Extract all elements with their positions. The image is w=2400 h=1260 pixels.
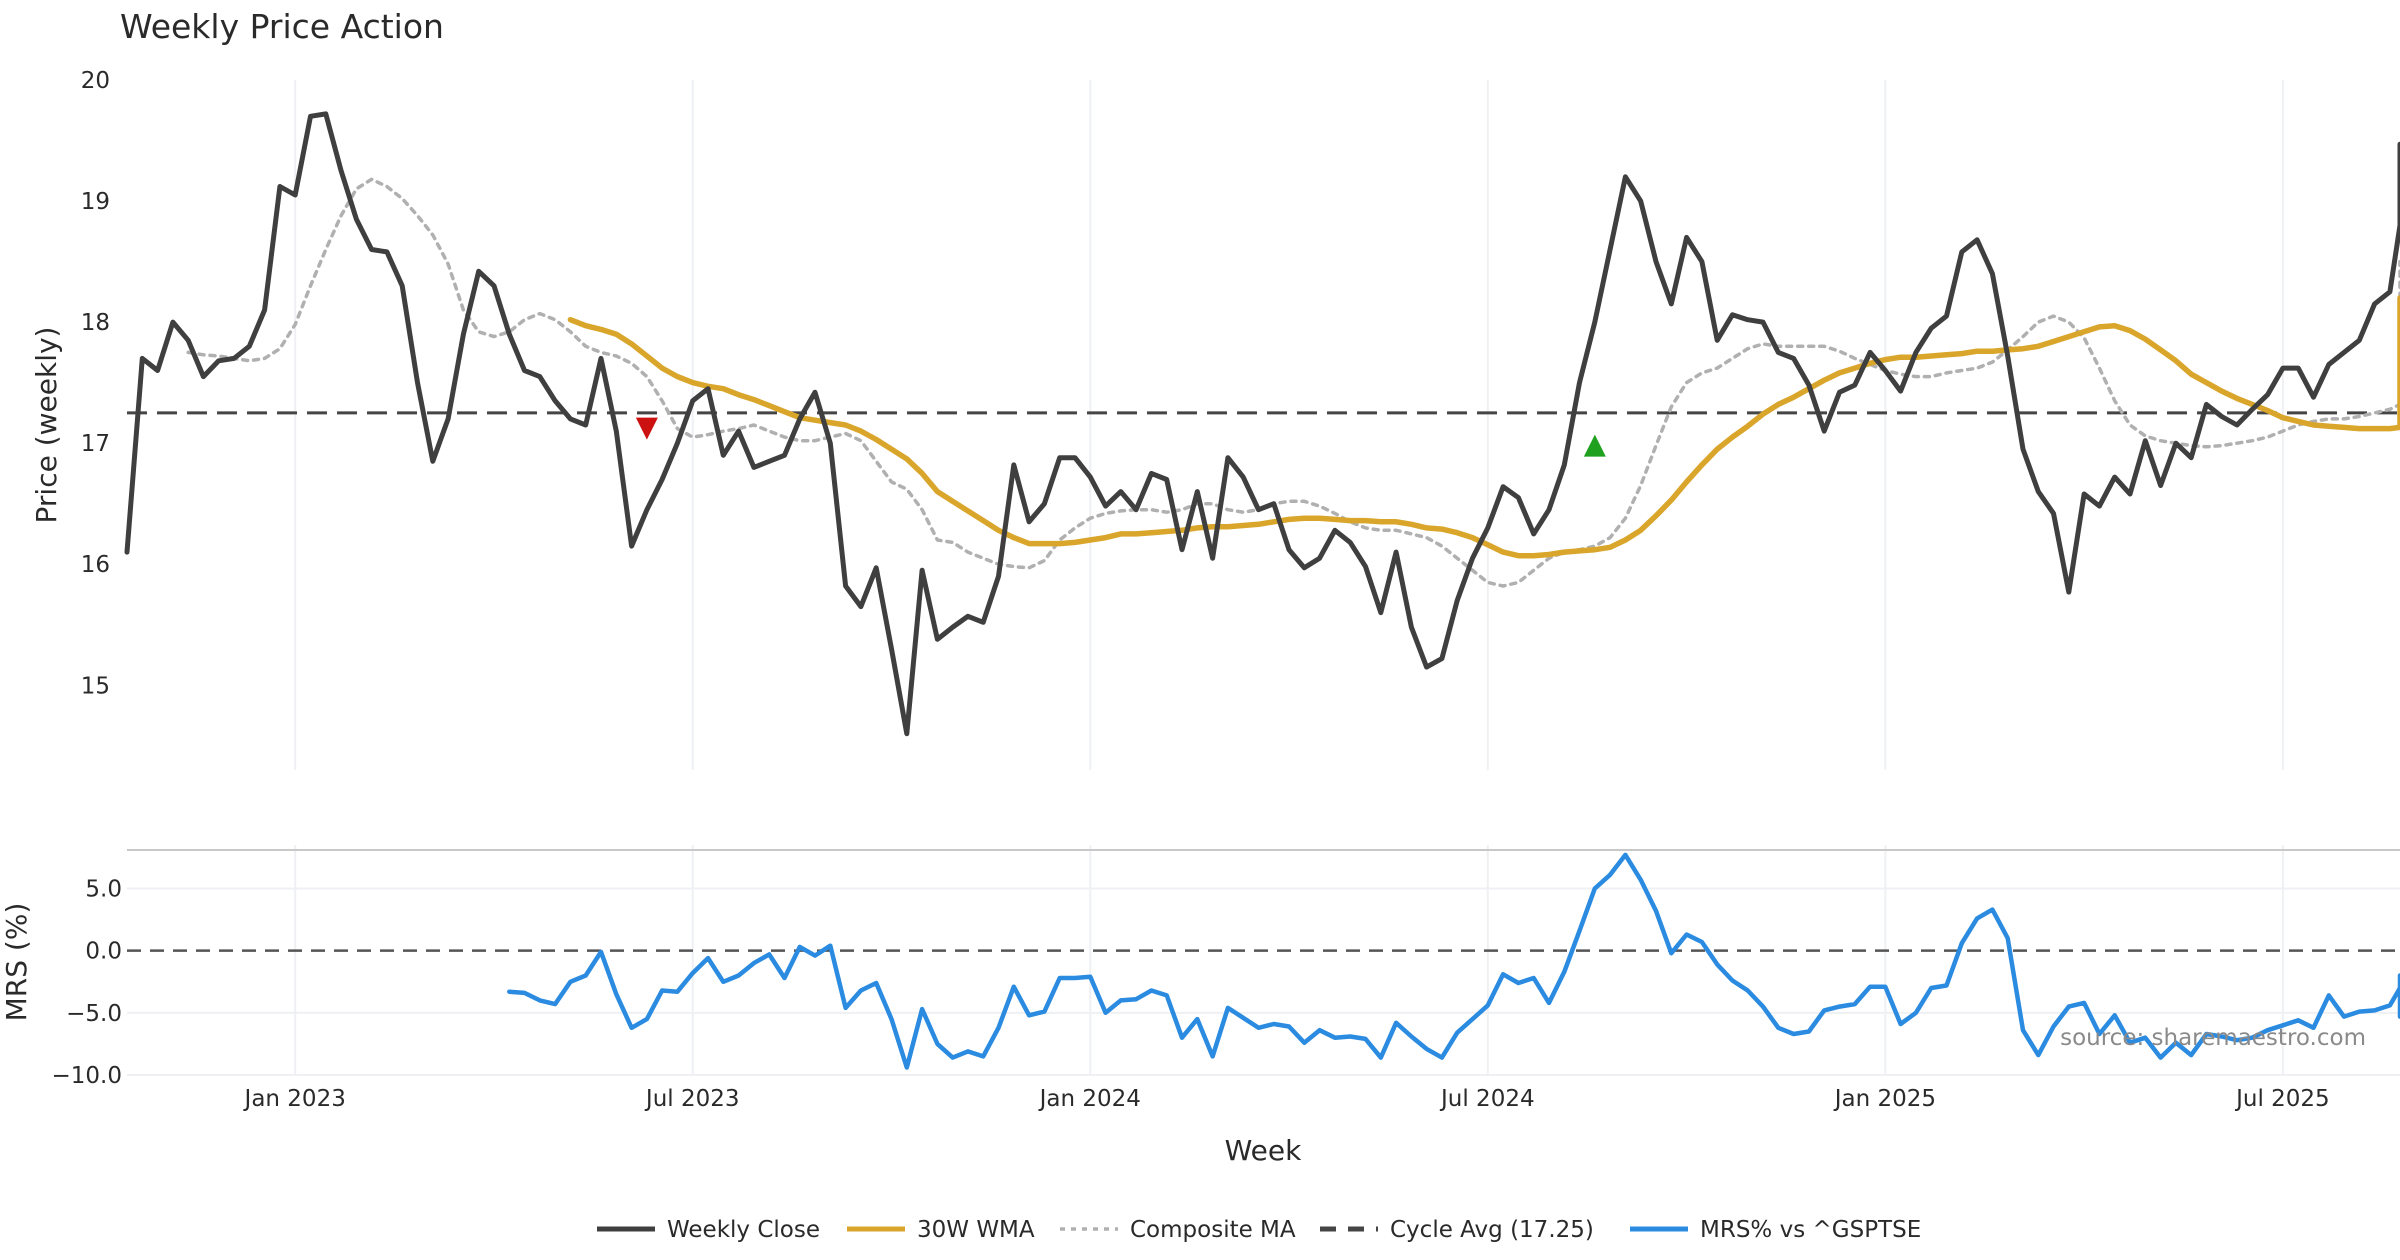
legend-label: MRS% vs ^GSPTSE	[1700, 1217, 1921, 1243]
legend-item-mrs-vs-gsptse: MRS% vs ^GSPTSE	[1630, 1217, 1921, 1243]
x-tick-label: Jul 2024	[1439, 1086, 1535, 1112]
mrs-y-tick-label: −10.0	[52, 1063, 122, 1089]
legend-item-30w-wma: 30W WMA	[847, 1217, 1035, 1243]
legend-item-weekly-close: Weekly Close	[597, 1217, 820, 1243]
mrs-y-tick-label: −5.0	[66, 1001, 122, 1027]
legend-label: Cycle Avg (17.25)	[1390, 1217, 1594, 1243]
price-y-tick-label: 15	[81, 673, 110, 699]
mrs-y-tick-label: 5.0	[85, 877, 122, 903]
x-axis-title: Week	[1225, 1134, 1302, 1167]
legend-label: 30W WMA	[917, 1217, 1035, 1243]
x-tick-label: Jul 2025	[2234, 1086, 2330, 1112]
x-tick-label: Jan 2025	[1833, 1086, 1936, 1112]
x-axis: Jan 2023 Jul 2023 Jan 2024 Jul 2024 Jan 2025…	[243, 1086, 2330, 1112]
weekly-close-line	[124, 111, 2400, 737]
price-y-tick-label: 17	[81, 431, 110, 457]
price-y-tick-label: 19	[81, 189, 110, 215]
mrs-y-axis-title: MRS (%)	[0, 903, 33, 1022]
mrs-panel: 5.0 0.0 −5.0 −10.0 MRS (%)	[0, 845, 2400, 1089]
legend-item-composite-ma: Composite MA	[1060, 1217, 1296, 1243]
30w-wma-line	[567, 295, 2400, 559]
sell-signal-marker	[635, 417, 658, 440]
x-tick-label: Jan 2023	[243, 1086, 346, 1112]
mrs-y-tick-label: 0.0	[85, 939, 122, 965]
x-tick-label: Jan 2024	[1038, 1086, 1141, 1112]
legend-label: Composite MA	[1130, 1217, 1296, 1243]
x-tick-label: Jul 2023	[644, 1086, 740, 1112]
price-y-axis-title: Price (weekly)	[30, 327, 63, 524]
buy-signal-marker	[1583, 434, 1606, 457]
price-y-tick-label: 18	[81, 310, 110, 336]
price-y-tick-label: 20	[81, 68, 110, 94]
legend-item-cycle-avg-17-25: Cycle Avg (17.25)	[1320, 1217, 1594, 1243]
chart-title: Weekly Price Action	[120, 7, 444, 46]
mrs-line	[507, 852, 2400, 1070]
price-y-tick-label: 16	[81, 552, 110, 578]
source-label: source: sharemaestro.com	[2060, 1025, 2366, 1051]
composite-ma-line	[186, 177, 2400, 588]
price-panel: 20 19 18 17 16 15 Price (weekly)	[30, 68, 2400, 770]
legend: Weekly Close 30W WMA Composite MA Cycle Avg…	[597, 1217, 1921, 1243]
legend-label: Weekly Close	[667, 1217, 820, 1243]
